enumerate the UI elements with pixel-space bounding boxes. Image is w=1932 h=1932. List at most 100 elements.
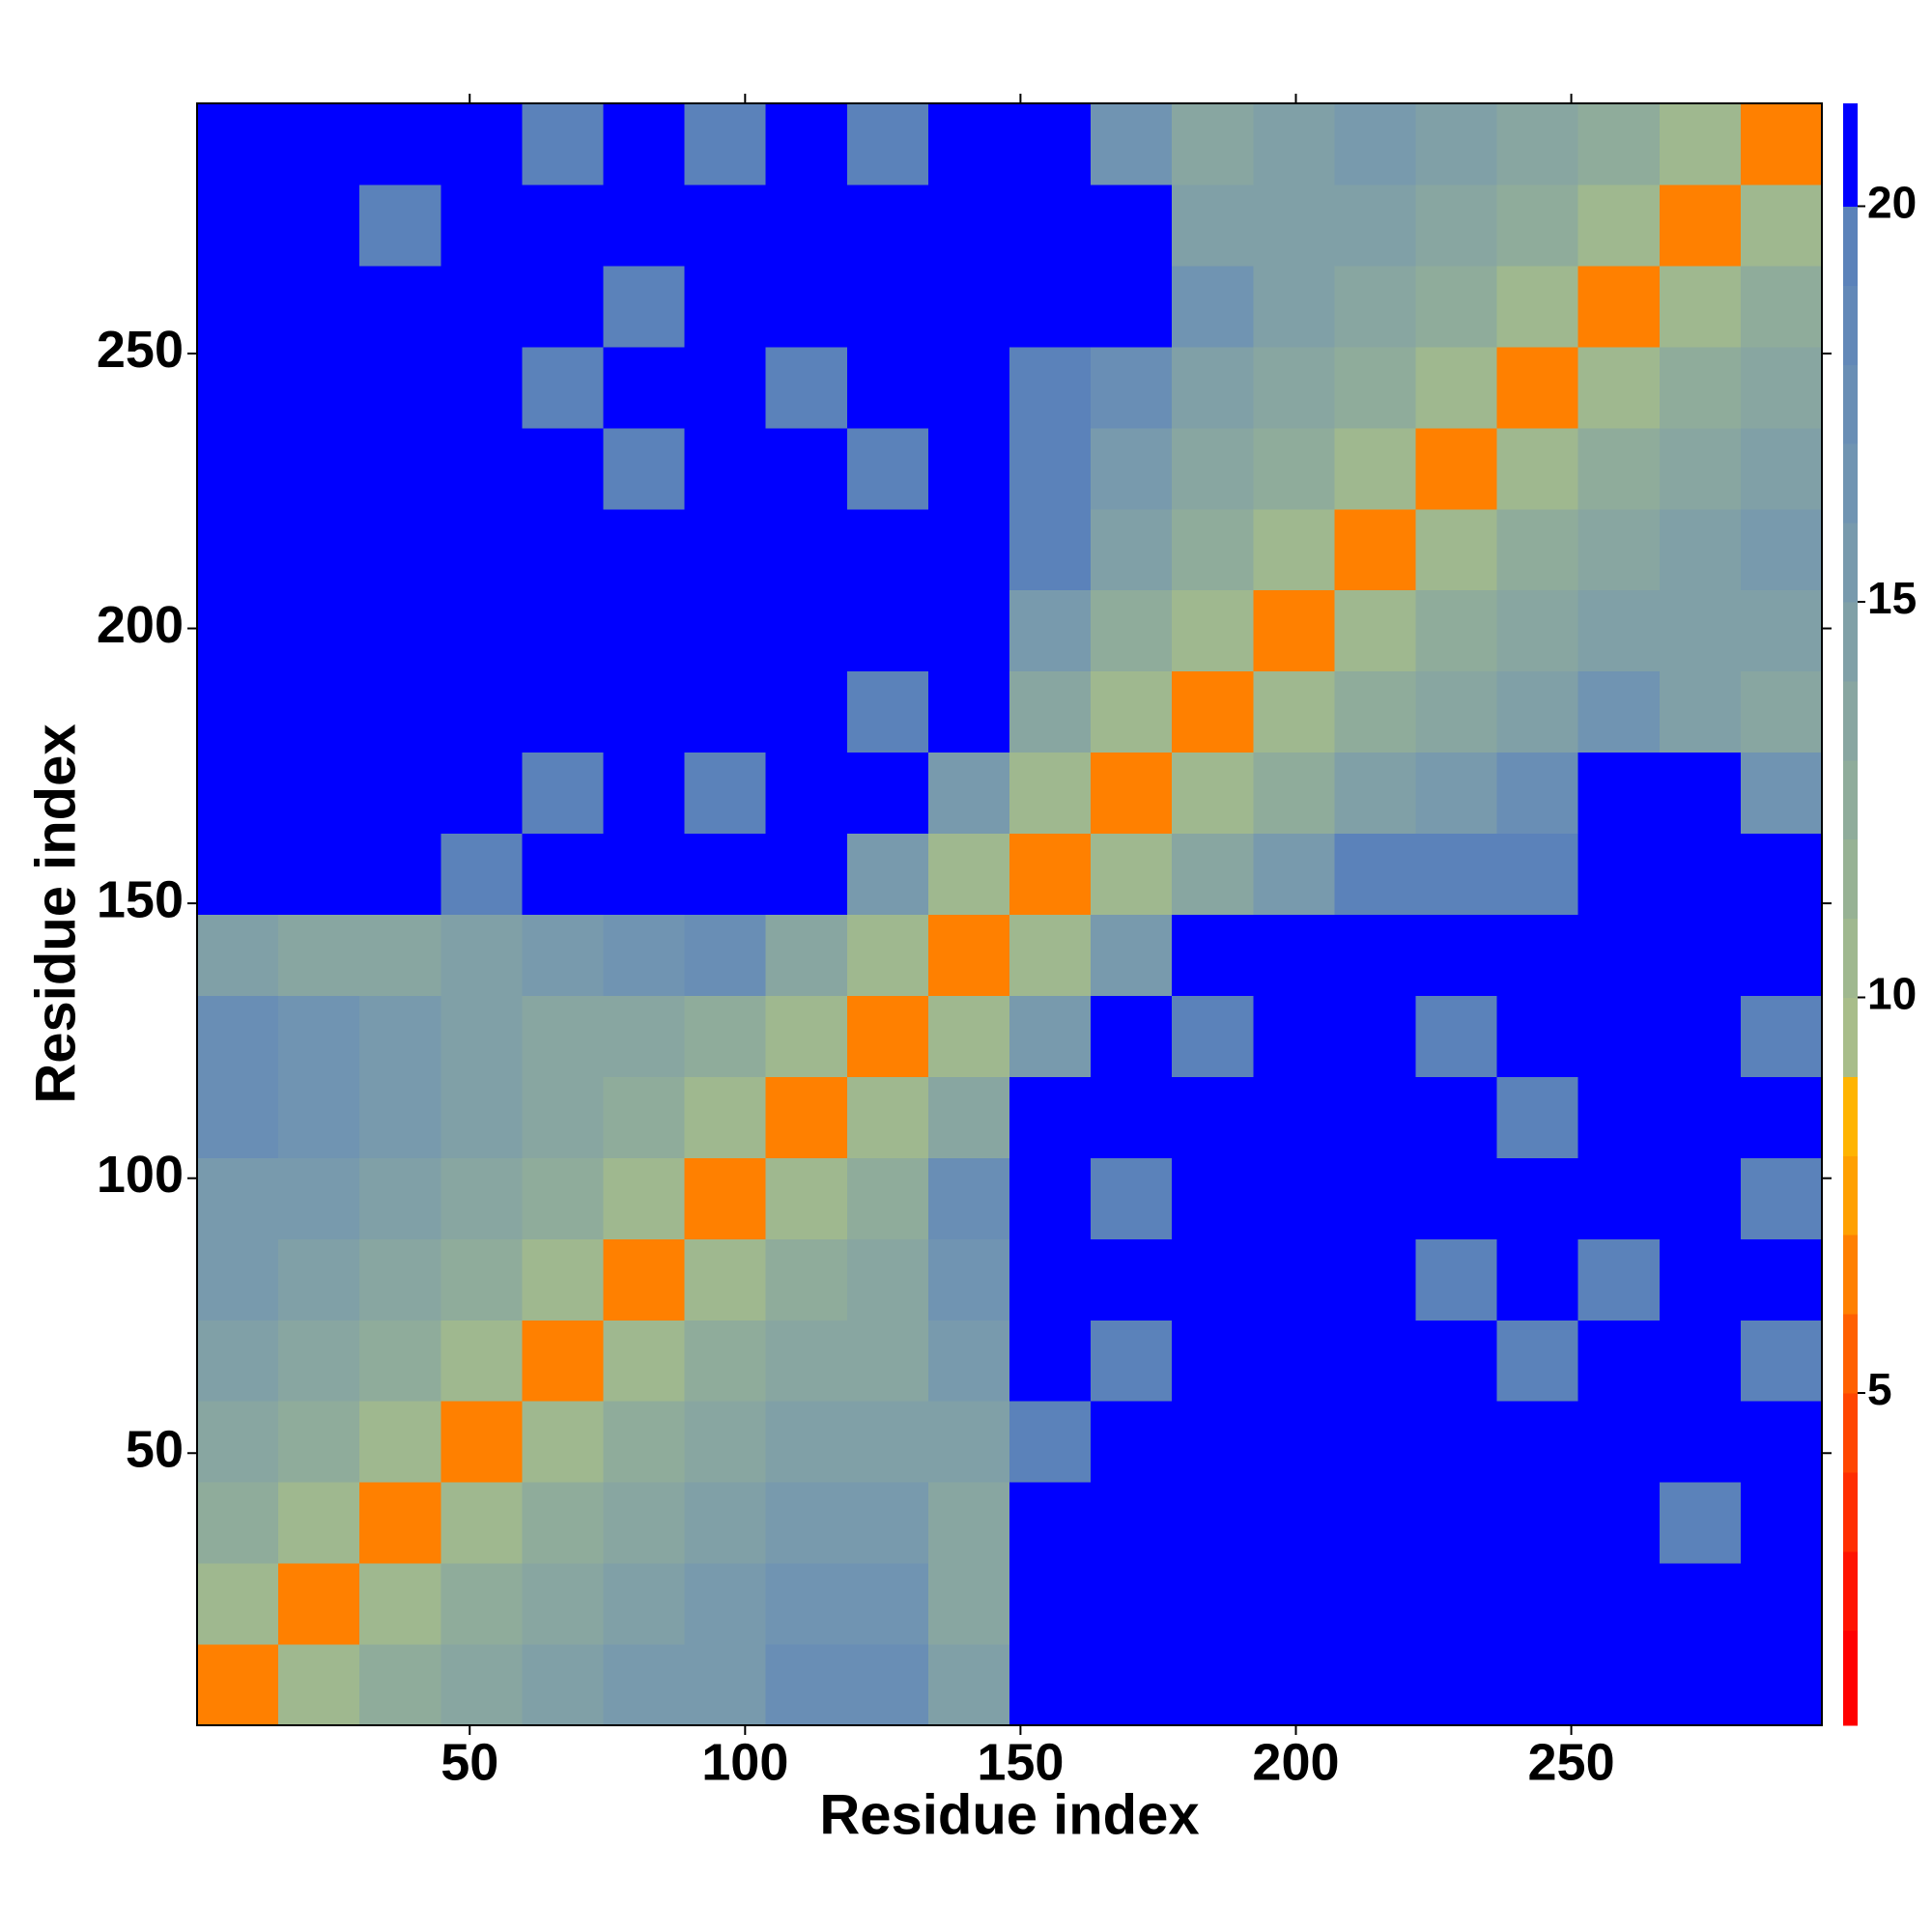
heatmap-cell [278,1563,360,1645]
heatmap-cell [603,670,686,753]
heatmap-cell [278,995,360,1077]
heatmap-cell [1172,914,1254,996]
heatmap-cell [1415,1076,1498,1158]
heatmap-cell [440,1644,523,1726]
heatmap-cell [278,1644,360,1726]
heatmap-cell [684,265,767,348]
heatmap-cell [1496,265,1579,348]
heatmap-cell [684,752,767,835]
heatmap-cell [522,1563,604,1645]
heatmap-cell [1659,589,1742,672]
colorbar-band [1843,1076,1858,1156]
heatmap-cell [197,1238,279,1321]
heatmap-cell [1009,589,1092,672]
heatmap-cell [1496,1076,1579,1158]
heatmap-cell [1334,1076,1416,1158]
heatmap-cell [765,184,848,267]
heatmap-cell [1334,833,1416,915]
heatmap-cell [522,103,604,185]
heatmap-cell [1253,1401,1335,1483]
heatmap-cell [1172,103,1254,185]
colorbar-band [1843,759,1858,840]
heatmap-cell [765,265,848,348]
heatmap-cell [1091,265,1173,348]
heatmap-cell [1253,1238,1335,1321]
x-tick-label: 200 [1252,1733,1339,1791]
heatmap-cell [1496,103,1579,185]
heatmap-cell [1659,265,1742,348]
heatmap-cell [359,1076,441,1158]
heatmap-cell [927,508,1010,591]
y-tick-label: 50 [126,1421,184,1479]
plot-frame [196,102,1823,1726]
heatmap-cell [1415,670,1498,753]
heatmap-cell [603,752,686,835]
heatmap-cell [1172,1157,1254,1239]
colorbar [1843,103,1858,1726]
heatmap-cell [1415,914,1498,996]
heatmap-cell [1172,1076,1254,1158]
heatmap-cell [1415,995,1498,1077]
heatmap-cell [1009,752,1092,835]
heatmap-cell [1009,1401,1092,1483]
heatmap-cell [1091,184,1173,267]
heatmap-cell [927,184,1010,267]
heatmap-cell [765,670,848,753]
heatmap-cell [1334,1482,1416,1564]
heatmap-cell [1253,752,1335,835]
heatmap-cell [1496,1482,1579,1564]
heatmap-cell [440,670,523,753]
heatmap-cell [765,1157,848,1239]
heatmap-cell [1253,346,1335,429]
heatmap-cell [846,1157,929,1239]
heatmap-cell [1740,1644,1823,1726]
heatmap-cell [1009,1644,1092,1726]
heatmap-cell [359,589,441,672]
heatmap-cell [1496,670,1579,753]
heatmap-cell [1009,265,1092,348]
heatmap-cell [278,265,360,348]
heatmap-cell [1496,1320,1579,1402]
heatmap-cell [1091,670,1173,753]
heatmap-cell [684,508,767,591]
heatmap-cell [765,589,848,672]
heatmap-cell [1091,427,1173,510]
heatmap-cell [1496,1644,1579,1726]
heatmap-cell [522,508,604,591]
y-tick-label: 150 [97,870,184,928]
heatmap-cell [765,1238,848,1321]
heatmap-cell [846,184,929,267]
heatmap-cell [359,508,441,591]
heatmap-cell [1253,1076,1335,1158]
heatmap-cell [1091,589,1173,672]
heatmap-cell [1091,995,1173,1077]
heatmap-cell [1415,1238,1498,1321]
heatmap-cell [278,103,360,185]
x-tick-label: 100 [701,1733,788,1791]
heatmap-cell [1091,914,1173,996]
colorbar-band [1843,918,1858,998]
heatmap-cell [359,184,441,267]
heatmap-cell [1009,1482,1092,1564]
heatmap-cell [1415,1320,1498,1402]
heatmap-cell [1496,346,1579,429]
heatmap-cell [684,1320,767,1402]
heatmap-cell [1659,1644,1742,1726]
heatmap-cell [278,1157,360,1239]
colorbar-band [1843,838,1858,920]
heatmap-cell [1091,1482,1173,1564]
heatmap-cell [197,346,279,429]
heatmap-cell [846,346,929,429]
heatmap-cell [1334,1320,1416,1402]
heatmap-cell [1496,995,1579,1077]
heatmap-cell [1091,833,1173,915]
heatmap-cell [846,1401,929,1483]
heatmap-cell [1577,427,1661,510]
heatmap-cell [1740,265,1823,348]
heatmap-cell [603,995,686,1077]
heatmap-cell [1334,1644,1416,1726]
heatmap-cell [765,752,848,835]
colorbar-band [1843,1235,1858,1315]
heatmap-cell [1577,589,1661,672]
heatmap-cell [440,508,523,591]
